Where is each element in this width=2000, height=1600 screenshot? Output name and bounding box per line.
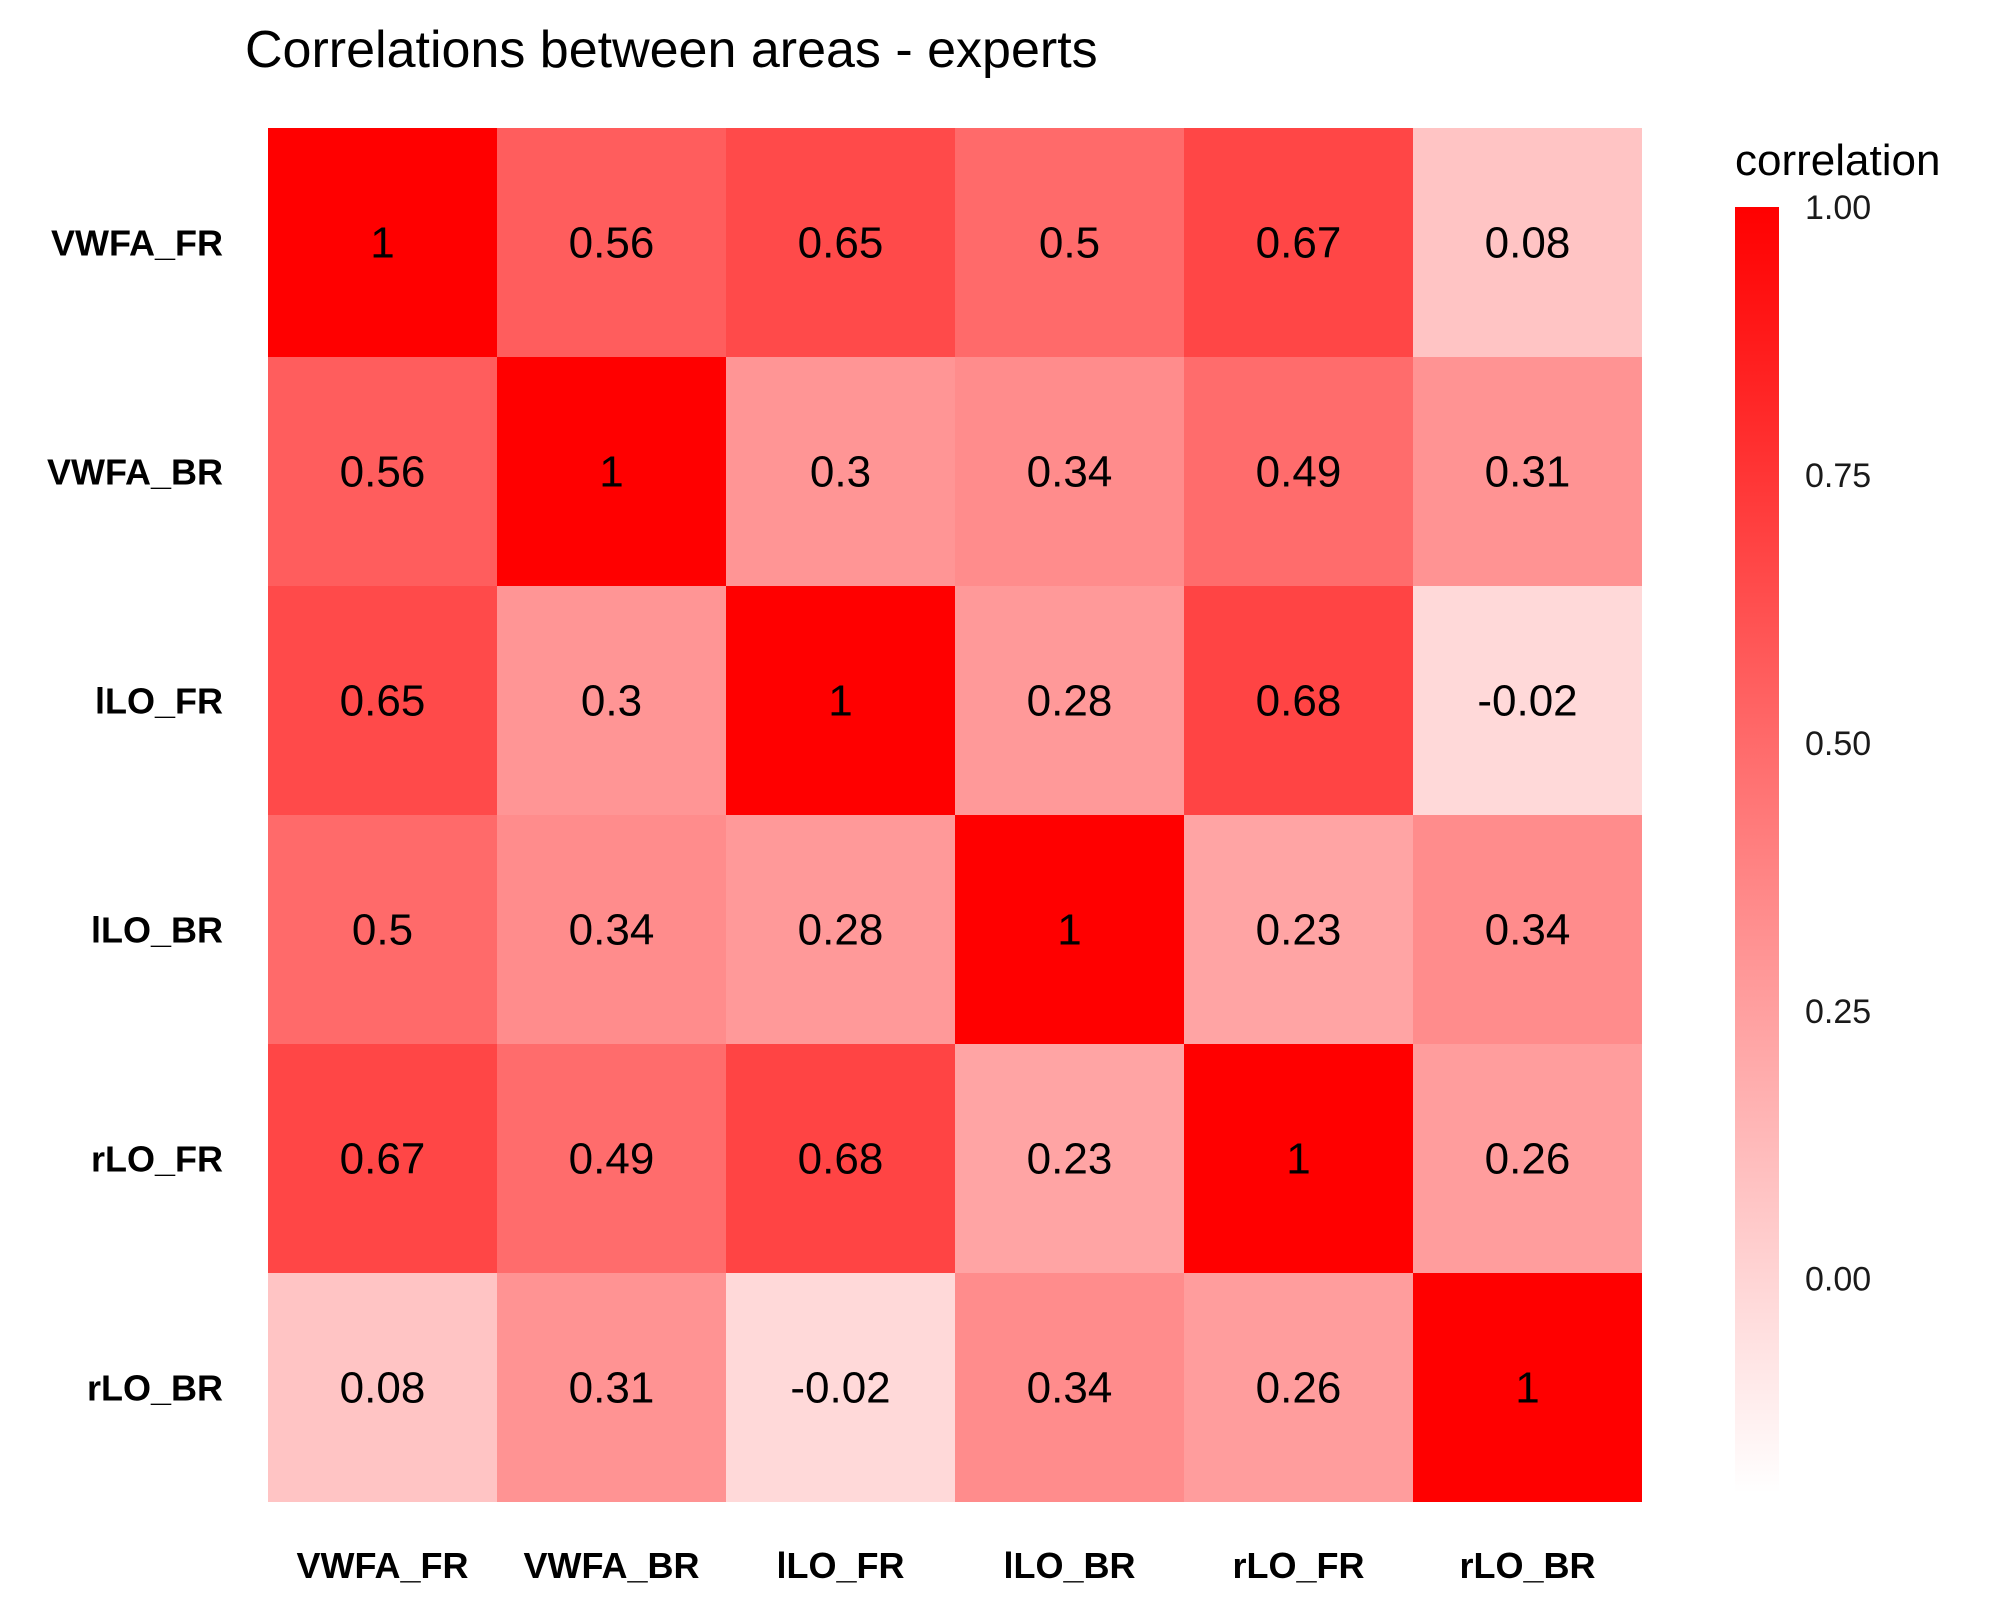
heatmap-cell: [955, 586, 1184, 815]
heatmap-cell: [726, 815, 955, 1044]
y-tick-label: rLO_FR: [91, 1139, 223, 1180]
cell-value-label: 0.34: [1027, 1364, 1113, 1413]
heatmap-cell: [1413, 357, 1642, 586]
cell-value-label: -0.02: [1477, 677, 1577, 726]
cell-value-label: 0.08: [340, 1364, 426, 1413]
heatmap-cell: [497, 815, 726, 1044]
cell-value-label: 0.56: [340, 448, 426, 497]
x-tick-label: rLO_BR: [1459, 1545, 1595, 1586]
cell-value-label: 1: [1286, 1135, 1310, 1184]
heatmap-cell: [955, 128, 1184, 357]
cell-value-label: 1: [370, 219, 394, 268]
legend-color-bar: [1735, 207, 1779, 1493]
heatmap-cell: [268, 128, 497, 357]
heatmap-cell: [268, 357, 497, 586]
chart-title: Correlations between areas - experts: [245, 21, 1098, 79]
heatmap-cell: [497, 357, 726, 586]
heatmap-cell: [1184, 1044, 1413, 1273]
cell-value-label: 0.26: [1485, 1135, 1571, 1184]
legend-tick-label: 0.25: [1805, 993, 1871, 1031]
cell-value-label: 0.28: [1027, 677, 1113, 726]
cell-value-label: 0.56: [569, 219, 655, 268]
legend-tick-label: 0.00: [1805, 1261, 1871, 1299]
heatmap-cell: [268, 1273, 497, 1502]
heatmap-cell: [268, 586, 497, 815]
heatmap-cell: [726, 128, 955, 357]
heatmap-cell: [1413, 1273, 1642, 1502]
cell-value-label: 0.65: [798, 219, 884, 268]
heatmap-cell: [1184, 1273, 1413, 1502]
heatmap-cell: [497, 128, 726, 357]
cell-value-label: 0.26: [1256, 1364, 1342, 1413]
cell-value-label: 0.28: [798, 906, 884, 955]
heatmap-cell: [1413, 128, 1642, 357]
heatmap-cell: [1184, 586, 1413, 815]
cell-value-label: 0.5: [352, 906, 413, 955]
x-tick-label: rLO_FR: [1232, 1545, 1364, 1586]
cell-value-label: 0.5: [1039, 219, 1100, 268]
x-axis-tick-labels: VWFA_FR VWFA_BR lLO_FR lLO_BR rLO_FR rLO_BR: [296, 1545, 1595, 1586]
heatmap-cell: [1413, 1044, 1642, 1273]
heatmap-cell: [955, 357, 1184, 586]
x-tick-label: VWFA_BR: [523, 1545, 699, 1586]
heatmap-cell: [955, 1273, 1184, 1502]
cell-value-label: 0.49: [1256, 448, 1342, 497]
y-tick-label: lLO_FR: [95, 681, 223, 722]
cell-value-label: 0.65: [340, 677, 426, 726]
heatmap-cell: [268, 1044, 497, 1273]
legend-tick-labels: 1.00 0.75 0.50 0.25 0.00: [1805, 189, 1871, 1299]
heatmap-cell: [497, 1044, 726, 1273]
heatmap-cell: [497, 586, 726, 815]
cell-value-label: 0.3: [810, 448, 871, 497]
cell-value-label: 1: [1057, 906, 1081, 955]
cell-value-label: 0.3: [581, 677, 642, 726]
cell-value-label: 0.67: [1256, 219, 1342, 268]
heatmap-cell: [1184, 128, 1413, 357]
y-tick-label: lLO_BR: [91, 910, 223, 951]
heatmap-cell: [1184, 357, 1413, 586]
legend-tick-label: 1.00: [1805, 189, 1871, 227]
heatmap-cell: [726, 357, 955, 586]
cell-value-label: 0.23: [1027, 1135, 1113, 1184]
cell-value-label: 0.34: [1027, 448, 1113, 497]
heatmap-cell: [726, 1044, 955, 1273]
cell-value-label: 0.49: [569, 1135, 655, 1184]
cell-value-label: 1: [599, 448, 623, 497]
cell-value-label: 0.34: [569, 906, 655, 955]
legend-tick-label: 0.75: [1805, 457, 1871, 495]
heatmap-cell: [1413, 815, 1642, 1044]
heatmap-cells: [268, 128, 1642, 1502]
cell-value-label: 0.67: [340, 1135, 426, 1184]
cell-value-label: -0.02: [790, 1364, 890, 1413]
y-axis-tick-labels: VWFA_FR VWFA_BR lLO_FR lLO_BR rLO_FR rLO_BR: [47, 223, 223, 1409]
cell-value-label: 0.31: [1485, 448, 1571, 497]
x-tick-label: lLO_BR: [1003, 1545, 1135, 1586]
heatmap-cell: [726, 586, 955, 815]
color-legend: correlation 1.00 0.75 0.50 0.25 0.00: [1735, 136, 1940, 1493]
cell-value-label: 0.08: [1485, 219, 1571, 268]
y-tick-label: VWFA_BR: [47, 452, 223, 493]
x-tick-label: lLO_FR: [776, 1545, 904, 1586]
heatmap-cell: [726, 1273, 955, 1502]
heatmap-cell: [268, 815, 497, 1044]
heatmap-cell: [497, 1273, 726, 1502]
heatmap-cell: [1184, 815, 1413, 1044]
legend-title: correlation: [1735, 136, 1940, 185]
heatmap-cell: [955, 1044, 1184, 1273]
cell-value-label: 0.34: [1485, 906, 1571, 955]
cell-value-label: 0.31: [569, 1364, 655, 1413]
cell-value-label: 0.68: [1256, 677, 1342, 726]
heatmap-cell-labels: 1 0.56 0.65 0.5 0.67 0.080.56 1 0.3 0.34 0.49 0.31…: [340, 219, 1578, 1413]
cell-value-label: 1: [1515, 1364, 1539, 1413]
y-tick-label: VWFA_FR: [51, 223, 223, 264]
heatmap-cell: [1413, 586, 1642, 815]
y-tick-label: rLO_BR: [87, 1368, 223, 1409]
x-tick-label: VWFA_FR: [296, 1545, 468, 1586]
heatmap-cell: [955, 815, 1184, 1044]
cell-value-label: 1: [828, 677, 852, 726]
cell-value-label: 0.23: [1256, 906, 1342, 955]
cell-value-label: 0.68: [798, 1135, 884, 1184]
legend-tick-label: 0.50: [1805, 725, 1871, 763]
